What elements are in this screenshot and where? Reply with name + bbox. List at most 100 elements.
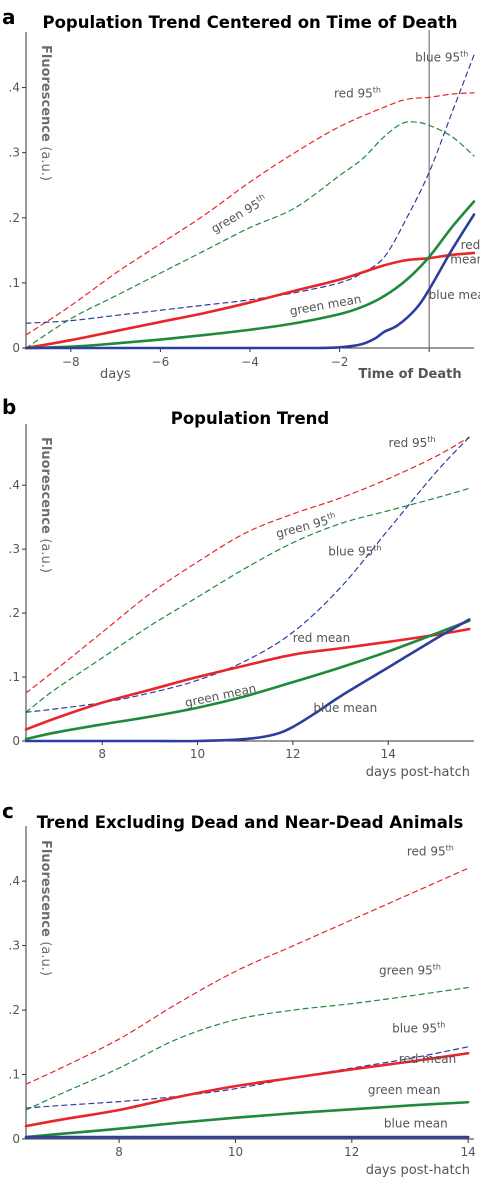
y-tick-label: .3 [9,542,20,556]
x-tick-label: 10 [190,747,205,761]
y-tick-label: .4 [9,874,20,888]
series-label: blue 95th [392,1021,445,1036]
y-tick-label: .3 [9,146,20,160]
y-axis-label-unit: (a.u.) [38,146,53,181]
series-label-sup: th [373,544,381,553]
series-red-mean [24,1051,470,1128]
series-blue-95th [25,54,475,324]
x-axis-label: days post-hatch [366,765,470,780]
x-tick-label: −4 [241,355,259,369]
series-label-text: green mean [368,1083,441,1097]
series-label-sup: th [446,843,454,852]
x-tick-label: 8 [98,747,106,761]
panel-letter: c [2,799,14,823]
series-label-sup: th [373,85,381,94]
series-label-text: red mean [399,1052,457,1066]
series-green-95th [25,986,469,1111]
y-axis-label: Fluorescence (a.u.) [38,45,53,181]
series-label: blue mean [429,288,480,302]
series-label-sup: th [427,435,435,444]
x-axis-label-secondary: Time of Death [358,367,461,382]
series-label: red 95th [407,843,454,858]
series-label-sup: th [437,1021,445,1030]
series-label-text: green mean [184,681,258,710]
series-blue-95th [25,1046,469,1109]
x-tick-label: 12 [285,747,300,761]
series-label-text: green 95 [274,513,330,540]
x-tick-label: 14 [381,747,396,761]
series-red-95th [25,92,475,336]
panel-c: c Trend Excluding Dead and Near-Dead Anim… [0,792,480,1178]
chart-a: a Population Trend Centered on Time of De… [2,5,480,382]
series-blue-mean [24,618,471,743]
series-label-text: green 95 [209,197,263,236]
series-label: mean [450,252,480,266]
y-tick-label: .2 [9,1003,20,1017]
series-label-text: blue mean [313,701,377,715]
y-tick-label: 0 [12,341,20,355]
series-red-mean [24,627,471,731]
series-label: blue mean [384,1116,448,1130]
series-green-mean [24,1100,470,1139]
panel-b: b Population Trend Fluorescence (a.u.) 0 .1.… [0,392,480,782]
series-green-mean [24,200,476,350]
series-label: green mean [184,681,258,710]
series-label: green mean [368,1083,441,1097]
panel-letter: a [2,5,16,29]
series-label: red mean [293,631,351,645]
chart-title: Trend Excluding Dead and Near-Dead Anima… [37,813,464,832]
chart-b: b Population Trend Fluorescence (a.u.) 0 .1.… [2,395,474,780]
series-label-sup: th [255,192,267,204]
y-tick-label: .2 [9,606,20,620]
x-tick-label: −8 [62,355,80,369]
series-label: blue 95th [328,544,381,559]
series-red-95th [25,436,470,694]
series-green-mean [24,619,471,741]
series-red-95th [25,867,469,1085]
x-tick-label: 8 [115,1145,123,1159]
series-label: green 95th [379,963,441,978]
y-axis-label-unit: (a.u.) [38,941,53,976]
series-green-95th [25,487,470,713]
series-label-text: blue mean [429,288,480,302]
series-label-text: blue 95 [415,51,460,65]
series-label-text: red [461,238,480,252]
panel-letter: b [2,395,16,419]
y-tick-label: .3 [9,939,20,953]
series-label-text: red mean [293,631,351,645]
y-tick-label: .1 [9,1068,20,1082]
x-tick-label: 12 [344,1145,359,1159]
y-axis-label-main: Fluorescence [38,840,53,941]
x-axis-label: days [100,367,131,382]
series-label-text: mean [450,252,480,266]
series-label-text: red 95 [389,436,428,450]
panel-a: a Population Trend Centered on Time of De… [0,0,480,388]
x-tick-label: 14 [461,1145,476,1159]
y-axis-label-unit: (a.u.) [38,538,53,573]
series-blue-mean [24,213,476,350]
y-axis-label-main: Fluorescence [38,45,53,146]
series-label-sup: th [326,510,336,521]
series-label-text: green mean [289,292,363,318]
series-label-sup: th [433,963,441,972]
y-axis-label: Fluorescence (a.u.) [38,437,53,573]
x-tick-label: −2 [331,355,349,369]
series-label: red [461,238,480,252]
series-label-text: green 95 [379,964,433,978]
y-tick-label: 0 [12,734,20,748]
y-tick-label: 0 [12,1132,20,1146]
series-label: red mean [399,1052,457,1066]
y-tick-label: .4 [9,478,20,492]
chart-c: c Trend Excluding Dead and Near-Dead Anim… [2,799,476,1178]
series-label: blue 95th [415,50,468,65]
series-label-sup: th [460,50,468,59]
series-label: red 95th [334,85,381,100]
x-tick-label: −6 [152,355,170,369]
x-tick-label: 10 [228,1145,243,1159]
series-label: green 95th [274,510,338,541]
series-label: green 95th [208,192,269,236]
y-axis-label-main: Fluorescence [38,437,53,538]
y-tick-label: .4 [9,81,20,95]
chart-title: Population Trend [171,409,329,428]
series-label: blue mean [313,701,377,715]
